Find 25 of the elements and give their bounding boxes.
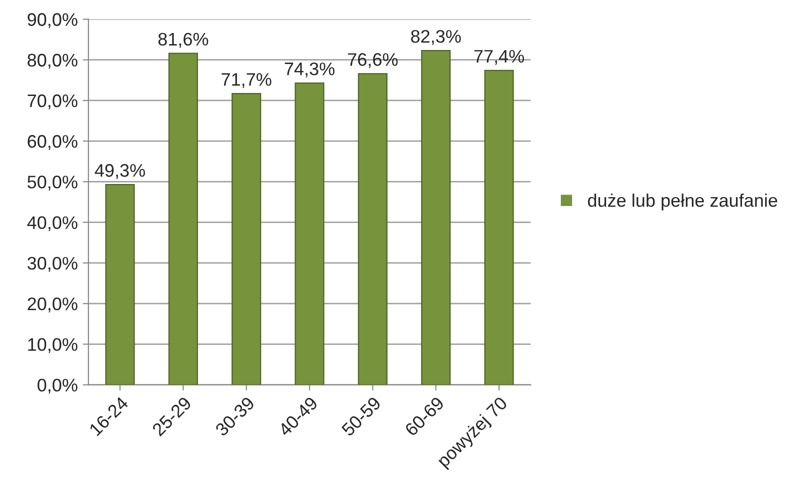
y-tick-label: 90,0%: [28, 13, 78, 28]
legend-label: duże lub pełne zaufanie: [588, 194, 778, 210]
data-label: 74,3%: [284, 62, 334, 78]
bar: [421, 50, 451, 385]
y-tick-label: 80,0%: [28, 54, 78, 69]
data-label: 82,3%: [411, 30, 461, 45]
y-tick-label: 60,0%: [28, 135, 78, 150]
y-tick-label: 70,0%: [28, 94, 78, 110]
y-tick-label: 10,0%: [28, 338, 78, 354]
y-tick-label: 30,0%: [28, 256, 78, 272]
data-label: 81,6%: [158, 32, 208, 48]
y-tick-label: 50,0%: [28, 176, 78, 191]
bar: [294, 82, 324, 385]
bar: [232, 93, 262, 385]
data-label: 76,6%: [348, 53, 398, 68]
y-tick-label: 20,0%: [28, 298, 78, 312]
data-label: 49,3%: [94, 164, 145, 179]
bar: [168, 52, 198, 385]
bar: [358, 73, 388, 385]
y-tick-label: 40,0%: [27, 216, 78, 232]
y-tick-label: 0,0%: [38, 378, 78, 394]
data-label: 71,7%: [222, 73, 272, 88]
data-label: 77,4%: [474, 50, 524, 65]
bar: [105, 184, 135, 385]
bar: [484, 70, 514, 385]
